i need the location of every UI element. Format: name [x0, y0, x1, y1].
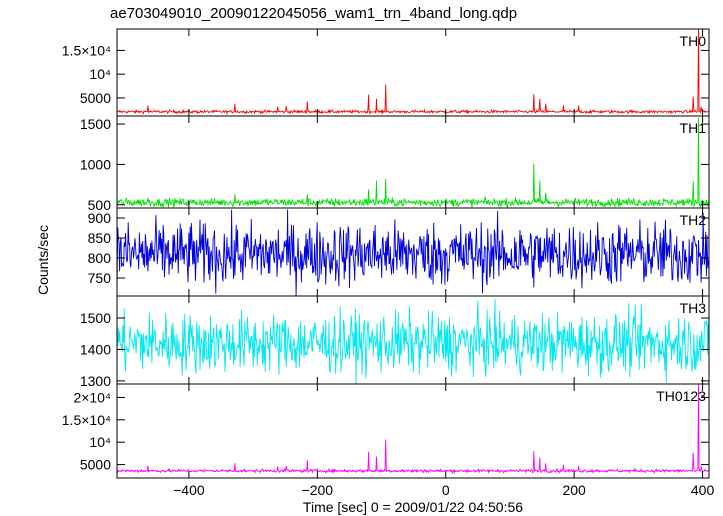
panel-label: TH3 [680, 300, 707, 316]
y-tick-label: 1000 [80, 156, 111, 172]
panel-th0: 5000 10⁴ 1.5×10⁴ TH0 [62, 28, 710, 117]
y-tick-label: 850 [88, 230, 112, 246]
series-th0 [116, 28, 710, 116]
chart-title: ae703049010_20090122045056_wam1_trn_4ban… [110, 5, 517, 22]
x-tick-label: −200 [302, 482, 334, 498]
panel-label: TH1 [680, 120, 707, 136]
y-tick-label: 1300 [80, 373, 111, 389]
y-tick-label: 1400 [80, 341, 111, 357]
panel-frame [116, 28, 710, 117]
x-tick-label: 200 [562, 482, 586, 498]
y-tick-label: 10⁴ [89, 434, 111, 450]
series-th0123 [116, 383, 710, 475]
y-tick-label: 1500 [80, 310, 111, 326]
y-tick-label: 5000 [80, 457, 111, 473]
x-tick-label: 0 [442, 482, 450, 498]
panel-th2: 750 800 850 900 TH2 [88, 207, 710, 297]
y-tick-label: 2×10⁴ [73, 389, 111, 405]
y-tick-label: 5000 [80, 90, 111, 106]
panel-th0123: 5000 10⁴ 1.5×10⁴ 2×10⁴ TH0123 [62, 383, 710, 479]
panel-th1: 500 1000 1500 TH1 [80, 115, 710, 213]
y-tick-label: 1500 [80, 116, 111, 132]
x-tick-label: 400 [691, 482, 715, 498]
y-tick-label: 500 [88, 197, 112, 213]
panel-label: TH0123 [656, 388, 706, 404]
panel-frame [116, 383, 710, 479]
panel-th3: 1300 1400 1500 TH3 [80, 295, 710, 389]
y-tick-label: 1.5×10⁴ [62, 42, 111, 58]
panel-label: TH0 [680, 33, 707, 49]
x-tick-label: −400 [173, 482, 205, 498]
y-tick-label: 750 [88, 270, 112, 286]
x-axis-ticks: −400 −200 0 200 400 [173, 482, 714, 498]
panel-label: TH2 [680, 212, 707, 228]
series-th1 [116, 117, 710, 210]
series-th3 [116, 298, 710, 385]
series-th2 [116, 209, 710, 297]
y-tick-label: 800 [88, 250, 112, 266]
x-axis-label: Time [sec] 0 = 2009/01/22 04:50:56 [303, 499, 523, 515]
y-tick-label: 1.5×10⁴ [62, 412, 111, 428]
panels: 5000 10⁴ 1.5×10⁴ TH0 500 1000 1500 TH1 750 800 850… [62, 28, 710, 479]
y-tick-label: 10⁴ [89, 66, 111, 82]
y-tick-label: 900 [88, 210, 112, 226]
y-axis-label: Counts/sec [35, 225, 51, 295]
panel-frame [116, 115, 710, 209]
